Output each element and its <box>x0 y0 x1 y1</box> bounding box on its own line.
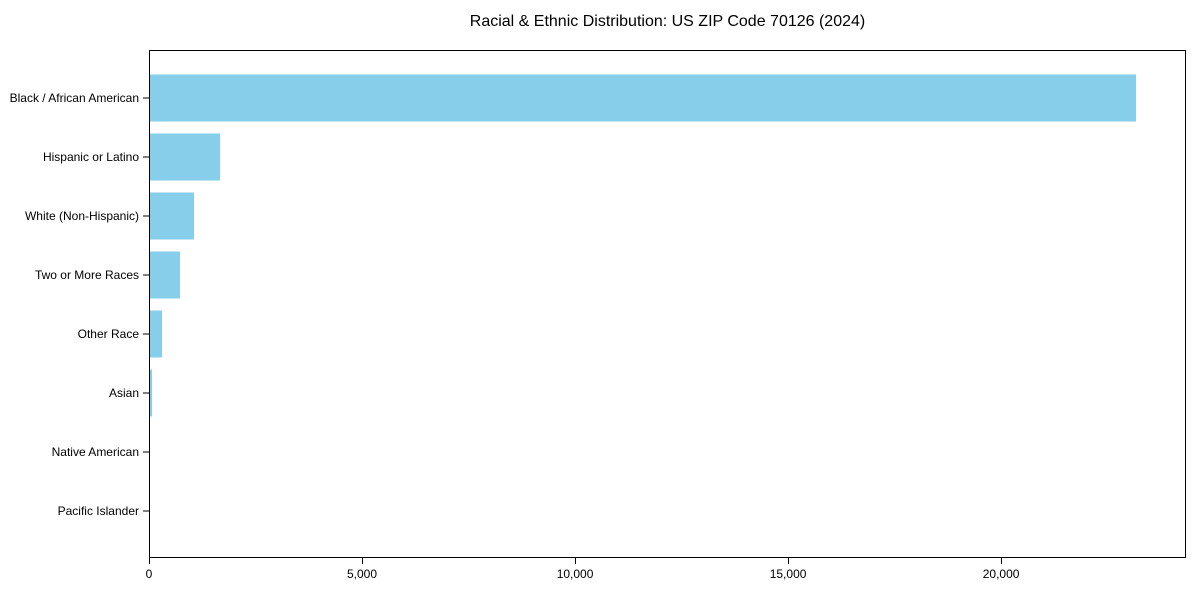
plot-rows: Black / African American Hispanic or Lati… <box>10 50 1186 558</box>
x-axis-tick-label: 5,000 <box>347 567 378 581</box>
y-axis-category-label: Hispanic or Latino <box>42 149 139 164</box>
x-axis-tick-mark <box>1000 558 1002 564</box>
data-bar <box>149 369 153 416</box>
bar-row: Pacific Islander <box>58 481 1186 540</box>
x-axis-tick-label: 20,000 <box>982 567 1020 581</box>
y-axis-category-label: Pacific Islander <box>57 503 139 518</box>
bar-row: White (Non-Hispanic) <box>25 186 1186 245</box>
x-axis-tick-mark <box>361 558 363 564</box>
bar-row: Hispanic or Latino <box>43 127 1186 186</box>
y-axis-category-label: Asian <box>108 385 139 400</box>
bar-row: Native American <box>52 422 1186 481</box>
data-bar <box>149 251 180 298</box>
y-axis-category-label: White (Non-Hispanic) <box>24 208 139 223</box>
x-axis-ticks: 0 5,000 10,000 15,000 20,000 <box>145 558 1186 598</box>
plot-area: Black / African American Hispanic or Lati… <box>10 50 1186 581</box>
x-axis-tick-label: 15,000 <box>769 567 807 581</box>
x-axis-tick-mark <box>787 558 789 564</box>
x-axis-tick-mark <box>148 558 150 564</box>
y-axis-category-label: Native American <box>51 444 139 459</box>
y-axis-tick-mark <box>143 392 149 393</box>
data-bar <box>149 310 162 357</box>
chart-title: Racial & Ethnic Distribution: US ZIP Cod… <box>469 13 866 30</box>
y-axis-category-label: Black / African American <box>9 90 139 105</box>
y-axis-tick-mark <box>143 333 149 334</box>
x-axis-tick-label: 10,000 <box>556 567 594 581</box>
bar-row: Other Race <box>78 304 1186 363</box>
y-axis-tick-mark <box>143 156 149 157</box>
bar-row: Asian <box>109 363 1186 422</box>
y-axis-tick-mark <box>143 451 149 452</box>
data-bar <box>149 192 194 239</box>
data-bar <box>149 74 1137 121</box>
bar-row: Black / African American <box>10 68 1186 127</box>
x-axis-tick-mark <box>574 558 576 564</box>
y-axis-category-label: Two or More Races <box>34 267 139 282</box>
x-axis-tick-label: 0 <box>145 567 153 581</box>
y-axis-category-label: Other Race <box>77 326 139 341</box>
y-axis-tick-mark <box>143 510 149 511</box>
y-axis-tick-mark <box>143 274 149 275</box>
y-axis-tick-mark <box>143 97 149 98</box>
data-bar <box>149 133 221 180</box>
data-bar <box>149 428 151 475</box>
y-axis-tick-mark <box>143 215 149 216</box>
bar-row: Two or More Races <box>35 245 1186 304</box>
